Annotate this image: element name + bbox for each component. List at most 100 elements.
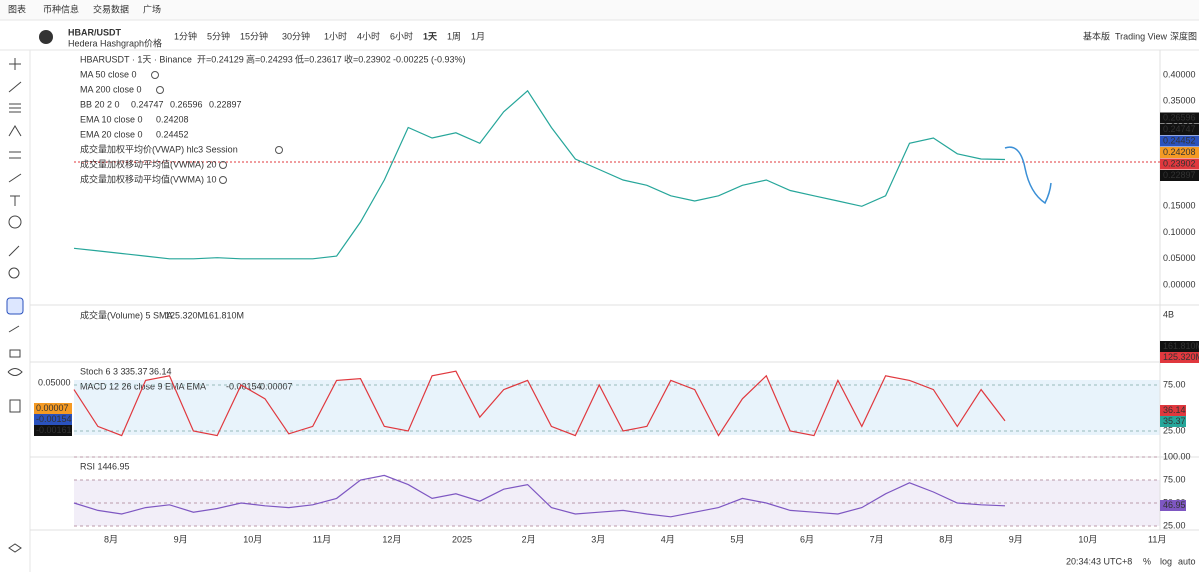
ohlc: 收=0.23902	[344, 53, 391, 64]
interval[interactable]: 4小时	[357, 30, 380, 41]
stoch-tick: 25.00	[1163, 425, 1186, 435]
interval[interactable]: 6小时	[390, 30, 413, 41]
price-badge	[1160, 158, 1199, 170]
macd-badge-text: -0.00154	[36, 414, 72, 424]
rsi-label: RSI 14	[80, 461, 108, 471]
interval[interactable]: 1分钟	[174, 30, 197, 41]
indicator-label: MA 50 close 0	[80, 69, 137, 79]
price-badge	[1160, 135, 1199, 147]
rsi-badge-text: 46.95	[1163, 500, 1186, 510]
price-badge-text: 0.22897	[1163, 170, 1196, 180]
interval[interactable]: 1小时	[324, 30, 347, 41]
x-tick-label: 11月	[313, 534, 331, 544]
stoch-value: 36.14	[149, 366, 172, 376]
rsi-tick: 25.00	[1163, 520, 1186, 530]
interval[interactable]: 5分钟	[207, 30, 230, 41]
interval[interactable]: 30分钟	[282, 30, 310, 41]
macd-badge	[34, 403, 72, 414]
ohlc: 低=0.23617	[295, 53, 342, 64]
macd-badge	[34, 425, 72, 436]
rsi-line	[73, 474, 1006, 518]
stoch-band	[74, 380, 1160, 435]
x-tick-label: 6月	[800, 534, 814, 544]
indicator-label: 成交量加权平均价(VWAP) hlc3 Session	[80, 143, 238, 154]
volume-badge	[1160, 352, 1199, 363]
visibility-icon[interactable]	[151, 71, 159, 79]
indicator-value: 0.26596	[170, 99, 203, 109]
view-option[interactable]: 基本版	[1083, 30, 1110, 41]
visibility-icon[interactable]	[275, 146, 283, 154]
indicator-label: EMA 20 close 0	[80, 129, 143, 139]
x-tick-label: 5月	[730, 534, 744, 544]
x-tick-label: 11月	[1148, 534, 1166, 544]
indicator-label: 成交量加权移动平均值(VWMA) 10	[80, 173, 217, 184]
view-option[interactable]: 深度图	[1170, 30, 1197, 41]
macd-tick: 0.05000	[38, 377, 71, 387]
volume-badge-text: 161.810M	[1163, 341, 1199, 351]
indicator-value: 0.24452	[156, 129, 189, 139]
price-badge-text: 0.24208	[1163, 147, 1196, 157]
price-tick: 0.40000	[1163, 69, 1196, 79]
price-tick: 0.05000	[1163, 253, 1196, 263]
macd-value: 0.00007	[260, 381, 293, 391]
indicator-value: 0.24208	[156, 114, 189, 124]
price-badge-text: 0.23902	[1163, 158, 1196, 168]
indicator-label: BB 20 2 0	[80, 99, 120, 109]
visibility-icon[interactable]	[156, 86, 164, 94]
interval[interactable]: 1周	[447, 31, 461, 41]
volume-badge	[1160, 341, 1199, 352]
ohlc: 开=0.24129	[197, 54, 244, 64]
nav-tab[interactable]: 图表	[8, 3, 26, 14]
x-tick-label: 12月	[382, 534, 401, 544]
symbol: HBAR/USDT	[68, 27, 122, 37]
change: -0.00225 (-0.93%)	[393, 54, 466, 64]
macd-badge	[34, 414, 72, 425]
stoch-label: Stoch 6 3 3	[80, 366, 126, 376]
nav-tab[interactable]: 交易数据	[93, 3, 129, 14]
interval[interactable]: 1天	[423, 31, 438, 41]
x-tick-label: 7月	[870, 534, 884, 544]
x-tick-label: 4月	[661, 534, 675, 544]
volume-value: 161.810M	[204, 310, 244, 320]
stoch-badge	[1160, 416, 1186, 427]
interval[interactable]: 15分钟	[240, 30, 268, 41]
price-badge-text: 0.24452	[1163, 135, 1196, 145]
nav-tab[interactable]: 币种信息	[43, 3, 79, 14]
scale-option[interactable]: %	[1143, 556, 1151, 566]
volume-value: 125.320M	[165, 310, 205, 320]
x-tick-label: 9月	[174, 534, 188, 544]
x-tick-label: 8月	[104, 534, 118, 544]
stoch-line	[73, 370, 1006, 437]
visibility-icon[interactable]	[219, 176, 227, 184]
price-tick: 0.10000	[1163, 227, 1196, 237]
volume-badge-text: 125.320M	[1163, 352, 1199, 362]
x-tick-label: 10月	[243, 534, 262, 544]
rsi-tick: 100.00	[1163, 451, 1191, 461]
stoch-badge	[1160, 405, 1186, 416]
visibility-icon[interactable]	[219, 161, 227, 169]
clock: 20:34:43 UTC+8	[1066, 556, 1132, 566]
price-tick: 0.00000	[1163, 279, 1196, 289]
scale-option[interactable]: log	[1160, 556, 1172, 566]
indicator-value: 0.24747	[131, 99, 164, 109]
indicator-value: 0.22897	[209, 99, 242, 109]
macd-badge-text: -0.00161	[36, 425, 72, 435]
indicator-label: MA 200 close 0	[80, 84, 142, 94]
nav-tab[interactable]: 广场	[143, 3, 161, 14]
stoch-badge-text: 35.37	[1163, 416, 1186, 426]
interval[interactable]: 1月	[471, 31, 485, 41]
rsi-badge	[1160, 500, 1186, 511]
price-badge-text: 0.26596	[1163, 112, 1196, 122]
rsi-tick: 75.00	[1163, 474, 1186, 484]
volume-label: 成交量(Volume) 5 SMA	[80, 309, 173, 320]
x-tick-label: 8月	[939, 534, 953, 544]
drawing-arrow	[1004, 146, 1052, 205]
x-tick-label: 9月	[1009, 534, 1023, 544]
scale-option[interactable]: auto	[1178, 556, 1196, 566]
coin-icon	[39, 30, 53, 44]
volume-tick: 4B	[1163, 309, 1174, 319]
indicator-label: 成交量加权移动平均值(VWMA) 20	[80, 158, 217, 169]
view-option[interactable]: Trading View	[1115, 31, 1168, 41]
price-badge	[1160, 147, 1199, 158]
